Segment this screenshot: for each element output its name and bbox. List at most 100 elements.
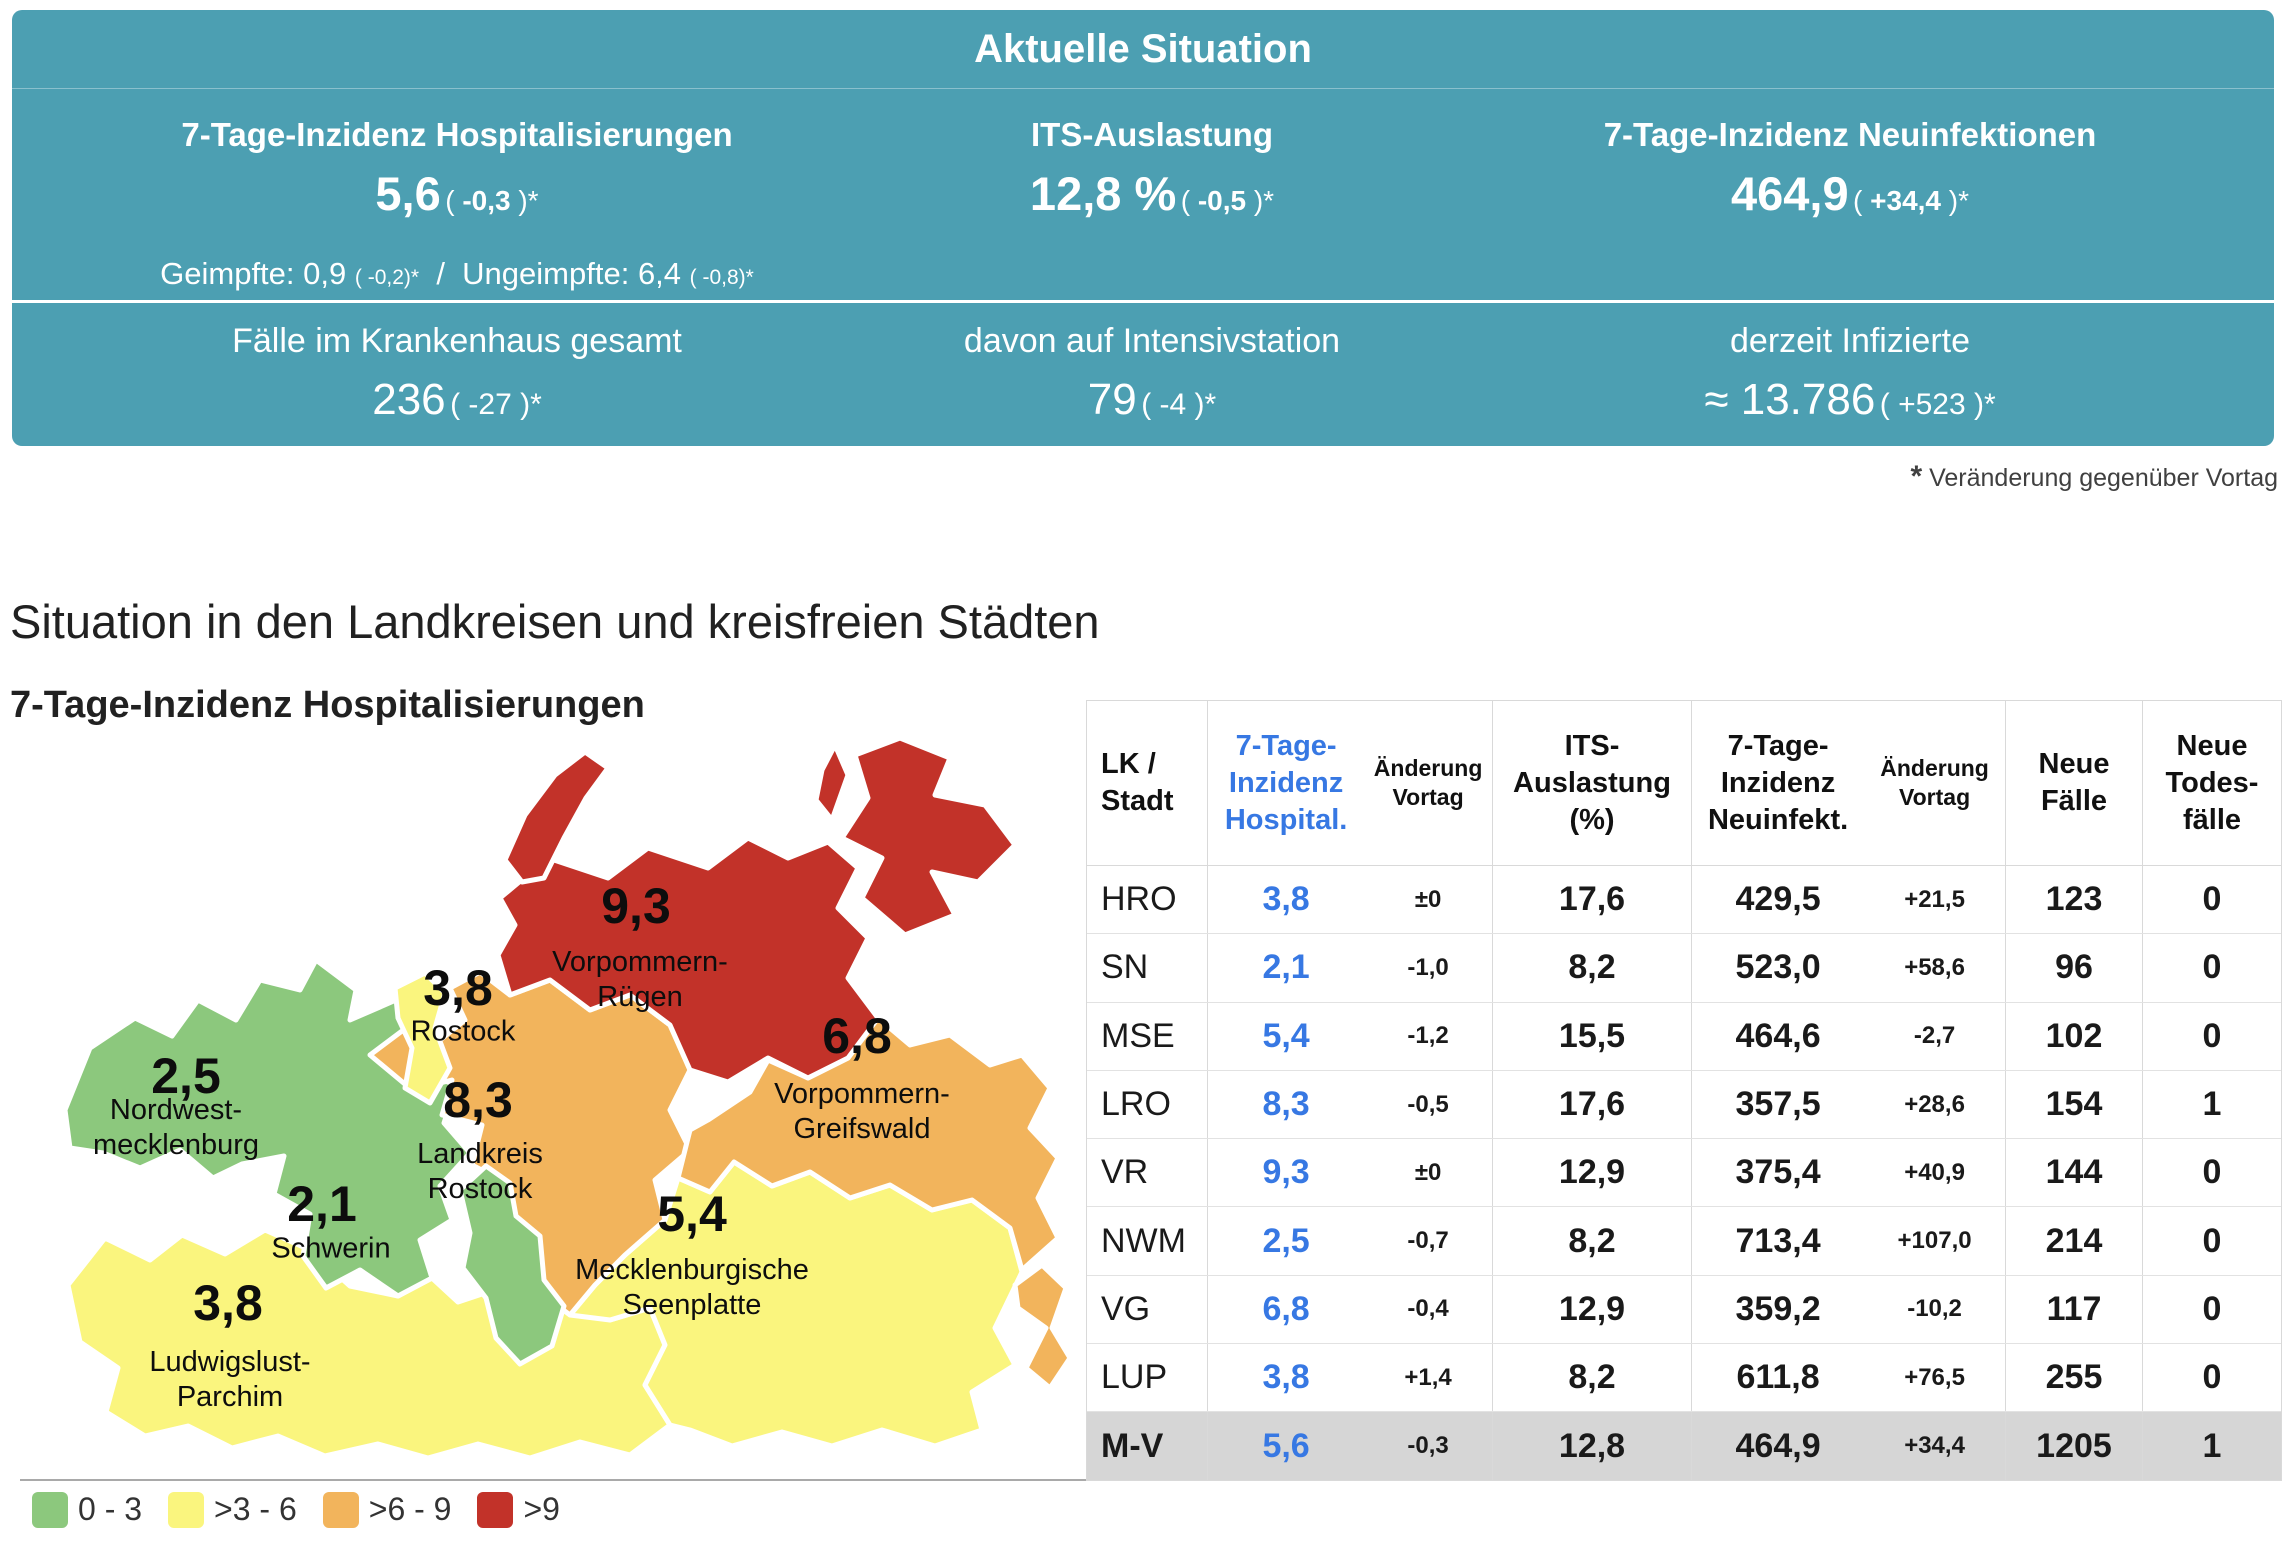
col-header-hosp-incidence[interactable]: 7-Tage- Inzidenz Hospital. Änderung Vort… xyxy=(1208,701,1493,865)
cell-icu: 17,6 xyxy=(1493,866,1692,934)
table-row[interactable]: HRO 3,8 ±0 17,6 429,5 +21,5 123 0 xyxy=(1087,866,2281,935)
metric-hospital-total-change: ( -27 )* xyxy=(450,388,542,421)
col-header-infections-main[interactable]: 7-Tage- Inzidenz Neuinfekt. xyxy=(1707,729,1849,836)
map-region-nordwestmecklenburg[interactable] xyxy=(62,957,473,1299)
table-row[interactable]: NWM 2,5 -0,7 8,2 713,4 +107,0 214 0 xyxy=(1087,1207,2281,1276)
vaccinated-label: Geimpfte: xyxy=(160,256,295,291)
map-region-landkreis-rostock[interactable] xyxy=(367,969,693,1318)
cell-icu: 15,5 xyxy=(1493,1002,1692,1070)
hosp-change: -0,3 xyxy=(1407,1432,1449,1460)
table-row[interactable]: LUP 3,8 +1,4 8,2 611,8 +76,5 255 0 xyxy=(1087,1344,2281,1413)
map-region-vorpommern-greifswald-island[interactable] xyxy=(1012,1262,1073,1391)
map-region-vorpommern-ruegen[interactable] xyxy=(495,835,881,1085)
table-row[interactable]: VR 9,3 ±0 12,9 375,4 +40,9 144 0 xyxy=(1087,1139,2281,1208)
paren-close: )* xyxy=(1246,185,1275,216)
infections-change: +107,0 xyxy=(1897,1227,1972,1255)
vaccinated-change: ( -0,2)* xyxy=(354,266,420,289)
cell-new-infections: 359,2 -10,2 xyxy=(1692,1275,2006,1344)
legend-item-0-3: 0 - 3 xyxy=(32,1491,142,1528)
metric-hosp-incidence-value: 5,6 xyxy=(375,167,441,220)
cell-hosp-incidence: 5,6 -0,3 xyxy=(1208,1412,1493,1480)
separator-slash: / xyxy=(436,256,445,291)
hosp-value: 3,8 xyxy=(1262,880,1310,919)
table-row[interactable]: VG 6,8 -0,4 12,9 359,2 -10,2 117 0 xyxy=(1087,1275,2281,1345)
cell-icu: 8,2 xyxy=(1493,1207,1692,1275)
vaccinated-breakdown: Geimpfte: 0,9 ( -0,2)* / Ungeimpfte: 6,4… xyxy=(160,256,754,292)
legend-divider xyxy=(20,1479,1140,1481)
hosp-change: -0,5 xyxy=(1407,1090,1449,1118)
metric-icu-total-label: davon auf Intensivstation xyxy=(963,322,1341,360)
table-row[interactable]: SN 2,1 -1,0 8,2 523,0 +58,6 96 0 xyxy=(1087,934,2281,1003)
cell-lk-code: VR xyxy=(1087,1139,1208,1207)
cell-new-infections: 464,6 -2,7 xyxy=(1692,1002,2006,1070)
cell-hosp-incidence: 5,4 -1,2 xyxy=(1208,1002,1493,1070)
summary-panel: Aktuelle Situation 7-Tage-Inzidenz Hospi… xyxy=(12,10,2274,446)
col-header-new-infections[interactable]: 7-Tage- Inzidenz Neuinfekt. Änderung Vor… xyxy=(1692,701,2006,865)
col-header-icu[interactable]: ITS- Auslastung (%) xyxy=(1493,701,1692,865)
cell-lk-code: LRO xyxy=(1087,1070,1208,1139)
legend-label: >9 xyxy=(523,1491,560,1527)
map-legend: 0 - 3 >3 - 6 >6 - 9 >9 xyxy=(32,1491,560,1528)
cell-hosp-incidence: 2,1 -1,0 xyxy=(1208,934,1493,1002)
col-header-new-deaths[interactable]: Neue Todes- fälle xyxy=(2165,729,2259,836)
legend-item-9plus: >9 xyxy=(477,1491,560,1528)
map-region-schwerin[interactable] xyxy=(457,1163,567,1367)
choropleth-map xyxy=(62,735,1073,1460)
cell-hosp-incidence: 6,8 -0,4 xyxy=(1208,1275,1493,1344)
footnote: * Veränderung gegenüber Vortag xyxy=(1910,460,2278,494)
col-header-new-cases[interactable]: Neue Fälle xyxy=(2006,701,2143,865)
hosp-value: 8,3 xyxy=(1262,1085,1310,1124)
cell-new-deaths: 1 xyxy=(2202,1085,2222,1124)
cell-lk-code: HRO xyxy=(1087,866,1208,934)
legend-label: >3 - 6 xyxy=(214,1491,297,1527)
cell-icu: 8,2 xyxy=(1493,934,1692,1002)
cell-new-infections: 713,4 +107,0 xyxy=(1692,1207,2006,1275)
metric-icu-utilization-change: -0,5 xyxy=(1197,185,1247,216)
cell-new-cases: 154 xyxy=(2006,1070,2143,1139)
hosp-value: 2,5 xyxy=(1262,1221,1310,1260)
metric-icu-utilization-value: 12,8 % xyxy=(1029,167,1177,220)
infections-value: 464,6 xyxy=(1735,1016,1821,1055)
table-row[interactable]: MSE 5,4 -1,2 15,5 464,6 -2,7 102 0 xyxy=(1087,1002,2281,1071)
cell-hosp-incidence: 9,3 ±0 xyxy=(1208,1139,1493,1207)
metric-icu-total-change: ( -4 )* xyxy=(1141,388,1217,421)
paren-close: )* xyxy=(510,185,539,216)
hosp-value: 5,6 xyxy=(1262,1426,1310,1465)
col-header-hosp-main[interactable]: 7-Tage- Inzidenz Hospital. xyxy=(1224,729,1348,836)
metric-icu-utilization: ITS-Auslastung 12,8 % ( -0,5 )* xyxy=(1030,116,1274,221)
cell-lk-code: LUP xyxy=(1087,1344,1208,1412)
col-header-hosp-change[interactable]: Änderung Vortag xyxy=(1373,755,1483,810)
hosp-change: ±0 xyxy=(1414,885,1442,913)
map-region-hiddensee-icon[interactable] xyxy=(813,742,851,823)
legend-item-6-9: >6 - 9 xyxy=(322,1491,451,1528)
unvaccinated-value: 6,4 xyxy=(637,256,682,291)
table-row[interactable]: LRO 8,3 -0,5 17,6 357,5 +28,6 154 1 xyxy=(1087,1070,2281,1140)
paren-open: ( xyxy=(445,185,463,216)
table-total-row[interactable]: M-V 5,6 -0,3 12,8 464,9 +34,4 1205 1 xyxy=(1087,1412,2281,1480)
infections-change: -2,7 xyxy=(1913,1022,1956,1050)
hosp-value: 5,4 xyxy=(1262,1016,1310,1055)
map-region-rostock-stadt[interactable] xyxy=(392,970,453,1106)
legend-swatch-red-icon xyxy=(477,1491,514,1528)
metric-icu-total-value: 79 xyxy=(1087,375,1137,424)
col-header-lk-stadt[interactable]: LK / Stadt xyxy=(1087,701,1208,865)
cell-new-deaths: 0 xyxy=(2202,1153,2222,1192)
hosp-change: -1,2 xyxy=(1407,1022,1449,1050)
cell-new-deaths: 1 xyxy=(2202,1426,2222,1465)
col-header-infections-change[interactable]: Änderung Vortag xyxy=(1880,755,1989,810)
cell-new-cases: 117 xyxy=(2006,1275,2143,1344)
panel-divider xyxy=(12,300,2274,303)
table-body: HRO 3,8 ±0 17,6 429,5 +21,5 123 0 SN 2,1 -1,0 8,2 52… xyxy=(1087,866,2281,1480)
cell-new-infections: 611,8 +76,5 xyxy=(1692,1344,2006,1412)
hosp-change: ±0 xyxy=(1414,1158,1442,1186)
metric-hosp-incidence-label: 7-Tage-Inzidenz Hospitalisierungen xyxy=(181,116,733,153)
infections-change: +21,5 xyxy=(1904,885,1965,913)
cell-hosp-incidence: 3,8 ±0 xyxy=(1208,866,1493,934)
map-region-darss-icon[interactable] xyxy=(502,749,611,885)
map-region-ruegen-island[interactable] xyxy=(839,735,1018,938)
footnote-text: Veränderung gegenüber Vortag xyxy=(1929,464,2278,492)
cell-hosp-incidence: 8,3 -0,5 xyxy=(1208,1070,1493,1139)
section-heading: Situation in den Landkreisen und kreisfr… xyxy=(10,595,1100,648)
hosp-change: -0,4 xyxy=(1407,1295,1449,1323)
